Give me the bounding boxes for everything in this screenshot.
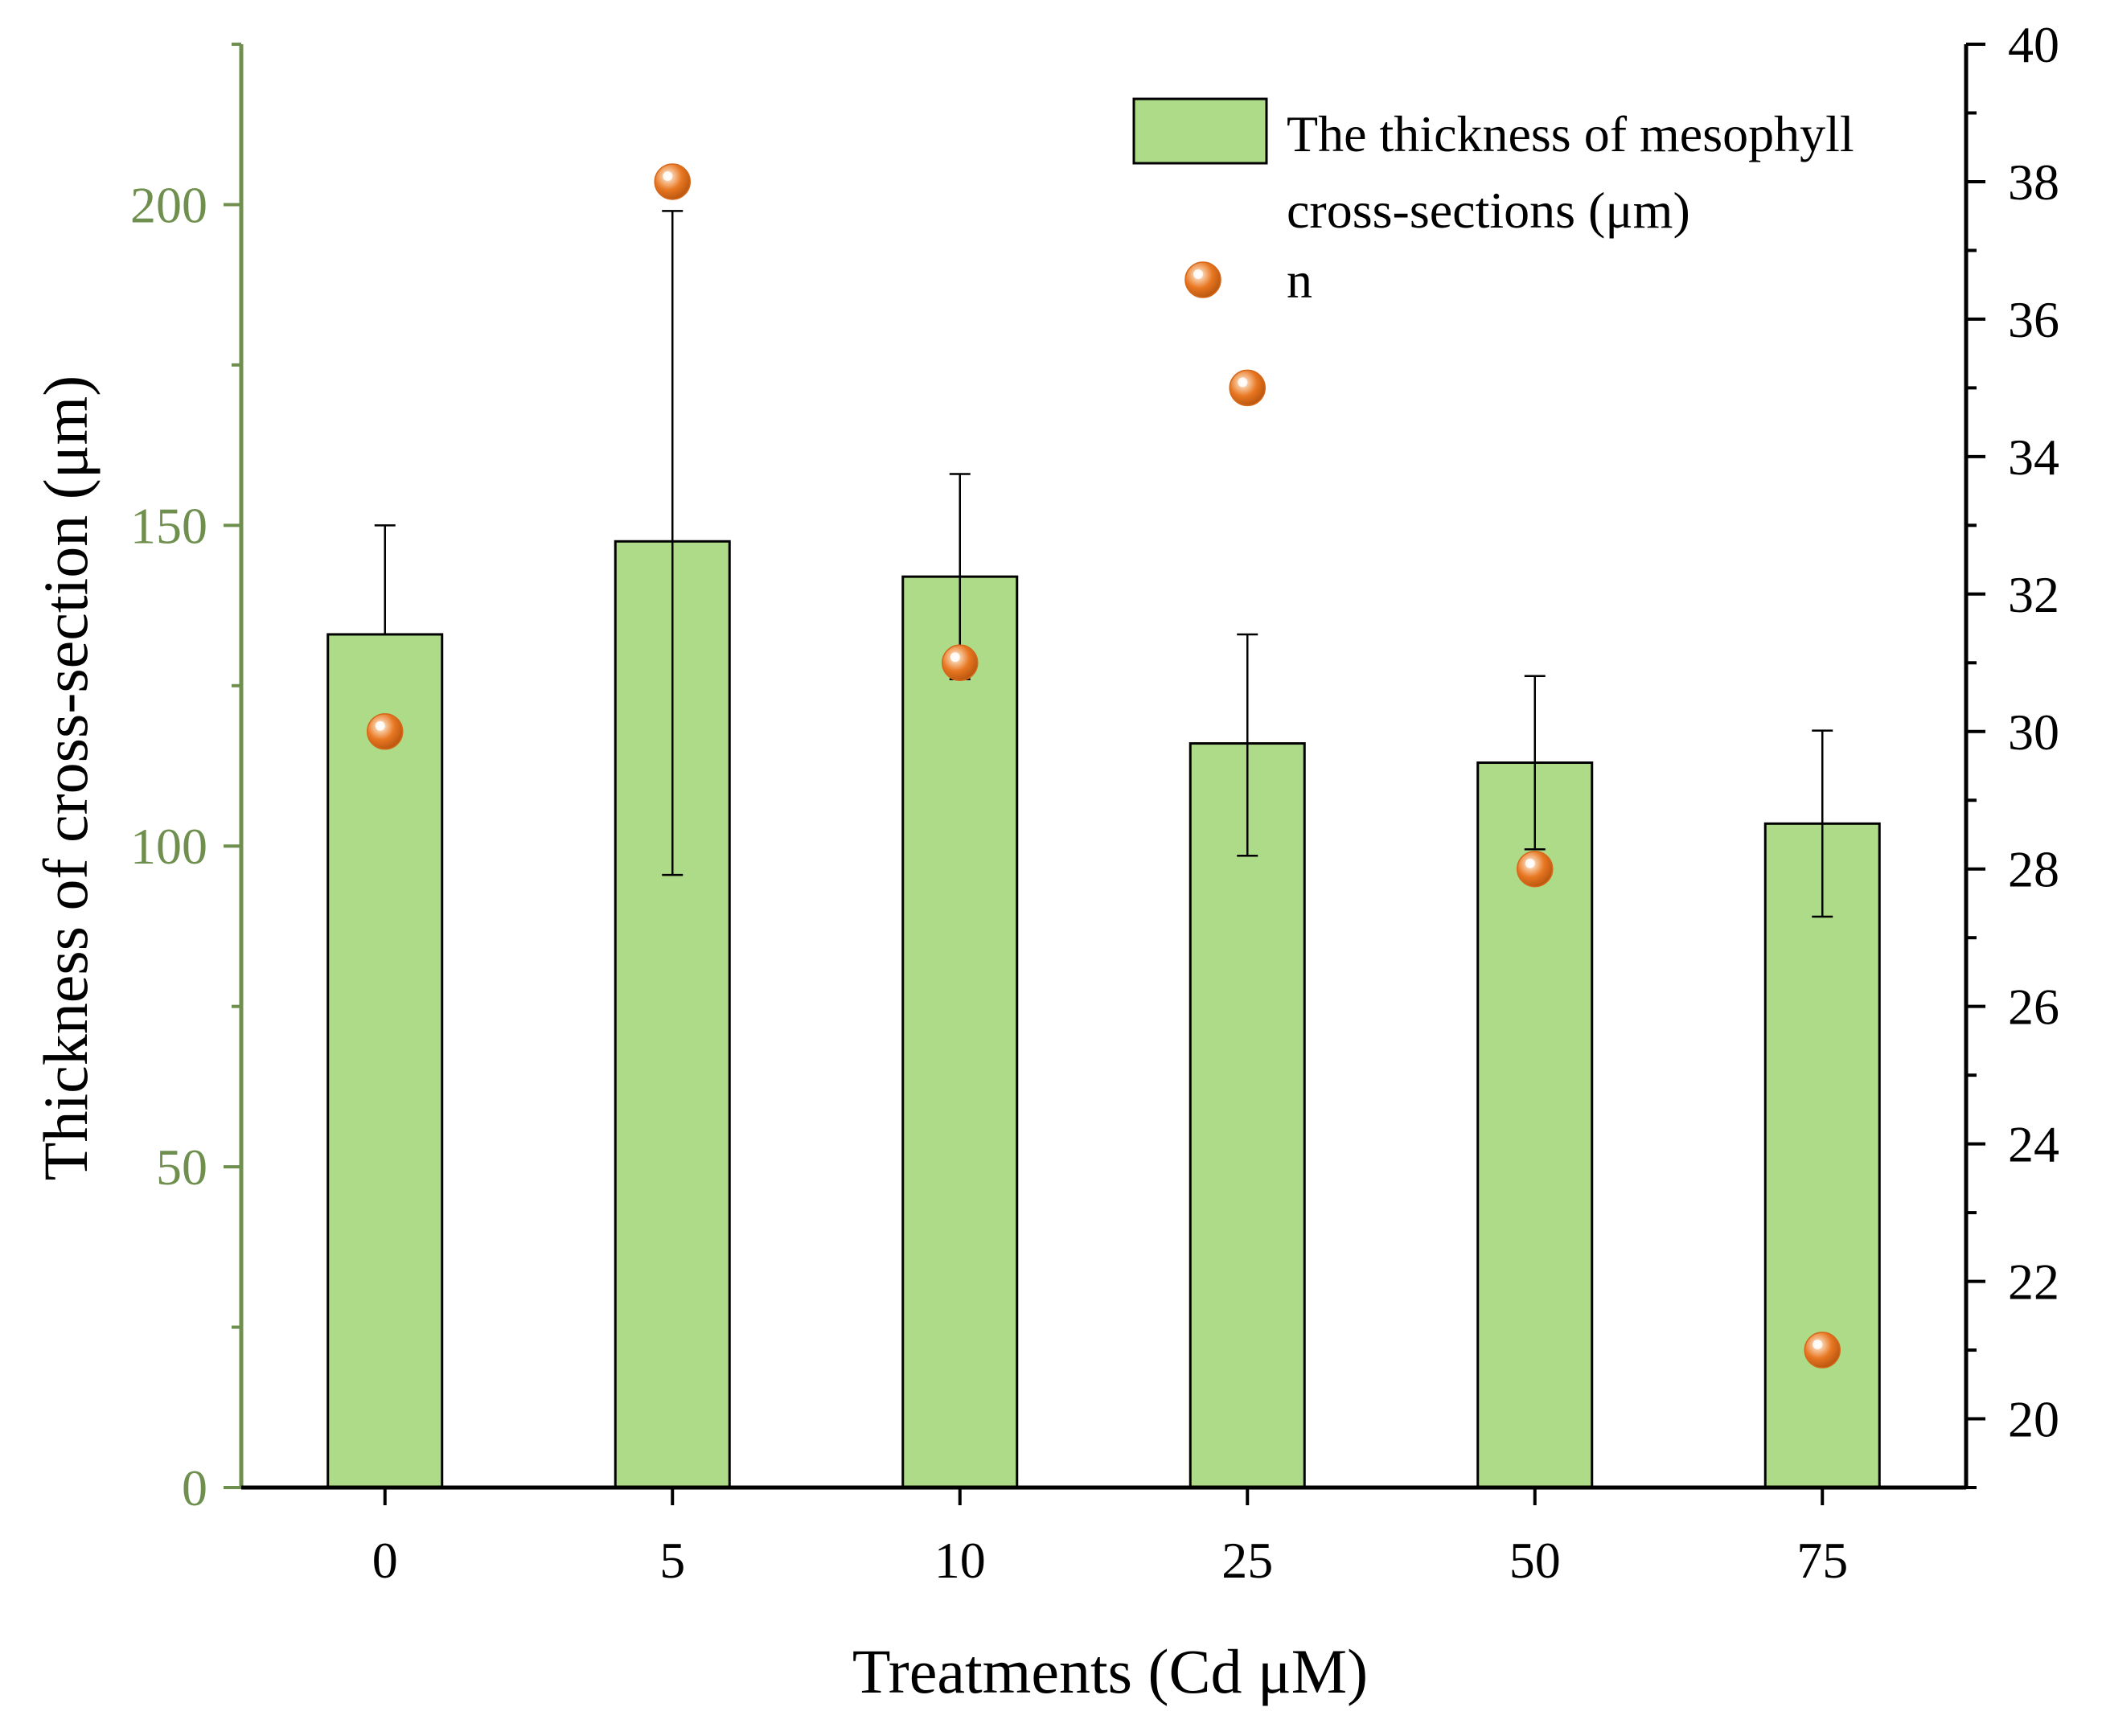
x-tick-label: 5 (659, 1532, 685, 1589)
right-tick-label: 20 (2008, 1391, 2059, 1448)
point-n-25-highlight (1238, 377, 1248, 388)
bar-10 (901, 575, 1019, 1489)
y-axis-title: Thickness of cross-section (μm) (31, 376, 101, 1180)
left-tick-label: 0 (182, 1459, 207, 1516)
bars-layer (326, 540, 1881, 1489)
right-tick-label: 36 (2008, 291, 2059, 348)
points-layer (367, 163, 1841, 1369)
point-n-50 (1517, 850, 1554, 888)
left-tick-label: 50 (156, 1139, 207, 1196)
point-n-10 (942, 644, 979, 682)
bar-0 (326, 633, 444, 1489)
right-tick-label: 24 (2008, 1116, 2059, 1173)
left-tick-label: 100 (130, 818, 207, 875)
legend-swatch-bar (1132, 97, 1268, 165)
right-tick-label: 32 (2008, 566, 2059, 623)
point-n-75-highlight (1813, 1340, 1823, 1350)
legend-label-bar-line1: The thickness of mesophyll (1287, 105, 1854, 162)
legend-swatch-n-highlight (1193, 269, 1203, 279)
x-tick-label: 0 (372, 1532, 398, 1589)
right-tick-label: 22 (2008, 1254, 2059, 1311)
point-n-0-highlight (375, 720, 385, 731)
point-n-5-shape (654, 163, 691, 200)
left-tick-label: 150 (130, 497, 207, 554)
point-n-5 (654, 163, 691, 200)
legend-label-n: n (1287, 252, 1312, 309)
error-bars-layer (374, 210, 1833, 918)
axes-layer: 0 50 100 150 200 20 22 24 26 28 30 32 34 36 38 40 0 5 10 25… (31, 16, 2059, 1706)
point-n-25 (1229, 369, 1266, 407)
point-n-0-shape (367, 713, 404, 750)
x-tick-label: 10 (934, 1532, 986, 1589)
legend-swatch-n-shape (1184, 261, 1221, 298)
point-n-10-highlight (950, 652, 960, 663)
point-n-5-highlight (663, 170, 673, 181)
bar-25 (1189, 742, 1306, 1489)
right-tick-label: 28 (2008, 841, 2059, 898)
bar-75 (1763, 822, 1881, 1489)
point-n-0 (367, 713, 404, 750)
legend: The thickness of mesophyll cross-sections… (1132, 97, 1854, 309)
x-tick-label: 25 (1221, 1532, 1273, 1589)
legend-swatch-n (1184, 261, 1221, 298)
x-tick-label: 50 (1509, 1532, 1561, 1589)
point-n-75-shape (1804, 1332, 1841, 1369)
right-tick-label: 30 (2008, 704, 2059, 761)
x-axis-title: Treatments (Cd μM) (852, 1636, 1368, 1706)
point-n-50-highlight (1525, 858, 1535, 868)
right-tick-label: 34 (2008, 429, 2059, 486)
point-n-75 (1804, 1332, 1841, 1369)
right-tick-label: 40 (2008, 16, 2059, 73)
legend-label-bar-line2: cross-sections (μm) (1287, 182, 1690, 239)
right-tick-label: 38 (2008, 154, 2059, 211)
point-n-25-shape (1229, 369, 1266, 407)
point-n-10-shape (942, 644, 979, 682)
point-n-50-shape (1517, 850, 1554, 888)
right-tick-label: 26 (2008, 979, 2059, 1036)
x-tick-label: 75 (1796, 1532, 1848, 1589)
left-tick-label: 200 (130, 176, 207, 233)
